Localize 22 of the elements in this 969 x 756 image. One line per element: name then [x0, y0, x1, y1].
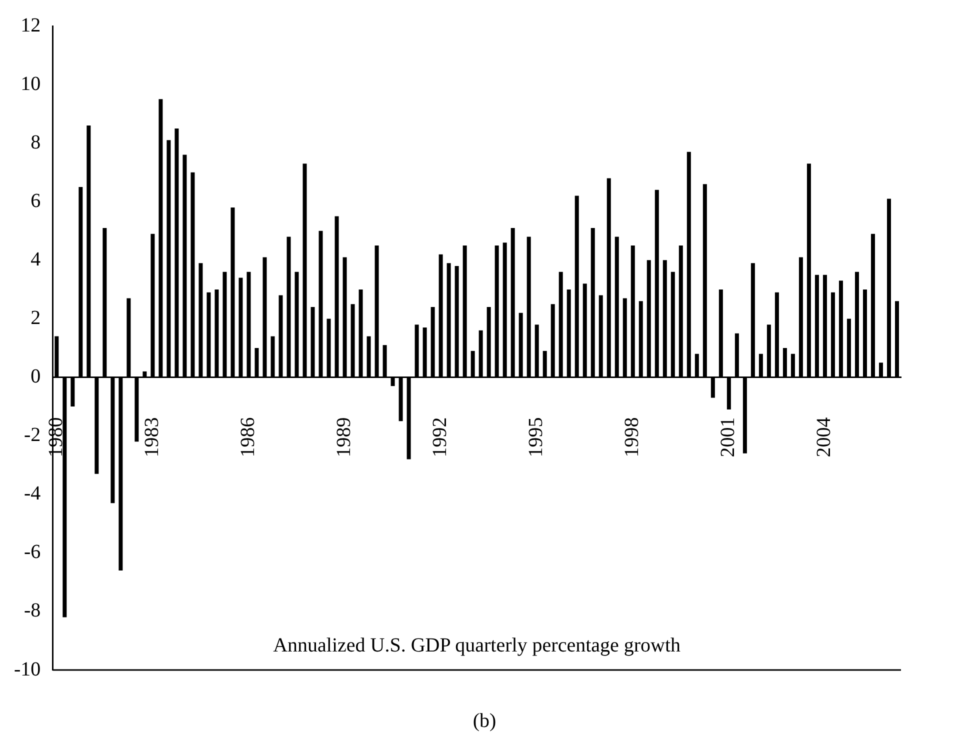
y-tick-label: 4	[30, 248, 41, 270]
x-tick-label: 1986	[236, 417, 259, 458]
x-tick-label: 1998	[621, 417, 644, 458]
y-tick-label: -8	[24, 600, 41, 622]
y-tick-label: -4	[24, 482, 41, 505]
y-tick-label: 2	[30, 306, 41, 329]
y-tick-label: -10	[14, 658, 41, 680]
x-tick-label: 1995	[525, 417, 548, 458]
x-tick-label: 1992	[429, 417, 452, 458]
text: (b)	[472, 710, 498, 733]
y-tick-label: -6	[24, 541, 41, 564]
x-tick-label: 1989	[333, 417, 356, 458]
x-tick-label: 2004	[813, 417, 836, 458]
y-tick-label: 10	[20, 72, 41, 95]
y-tick-label: 8	[30, 131, 41, 154]
x-tick-label: 1983	[140, 417, 163, 458]
y-tick-label: -2	[24, 424, 41, 446]
y-tick-label: 12	[20, 14, 41, 36]
annotation: Annualized U.S. GDP quarterly percentage growth	[273, 634, 681, 656]
y-tick-label: 0	[30, 366, 41, 388]
x-tick-label: 2001	[717, 417, 740, 458]
y-tick-label: 6	[30, 190, 41, 212]
